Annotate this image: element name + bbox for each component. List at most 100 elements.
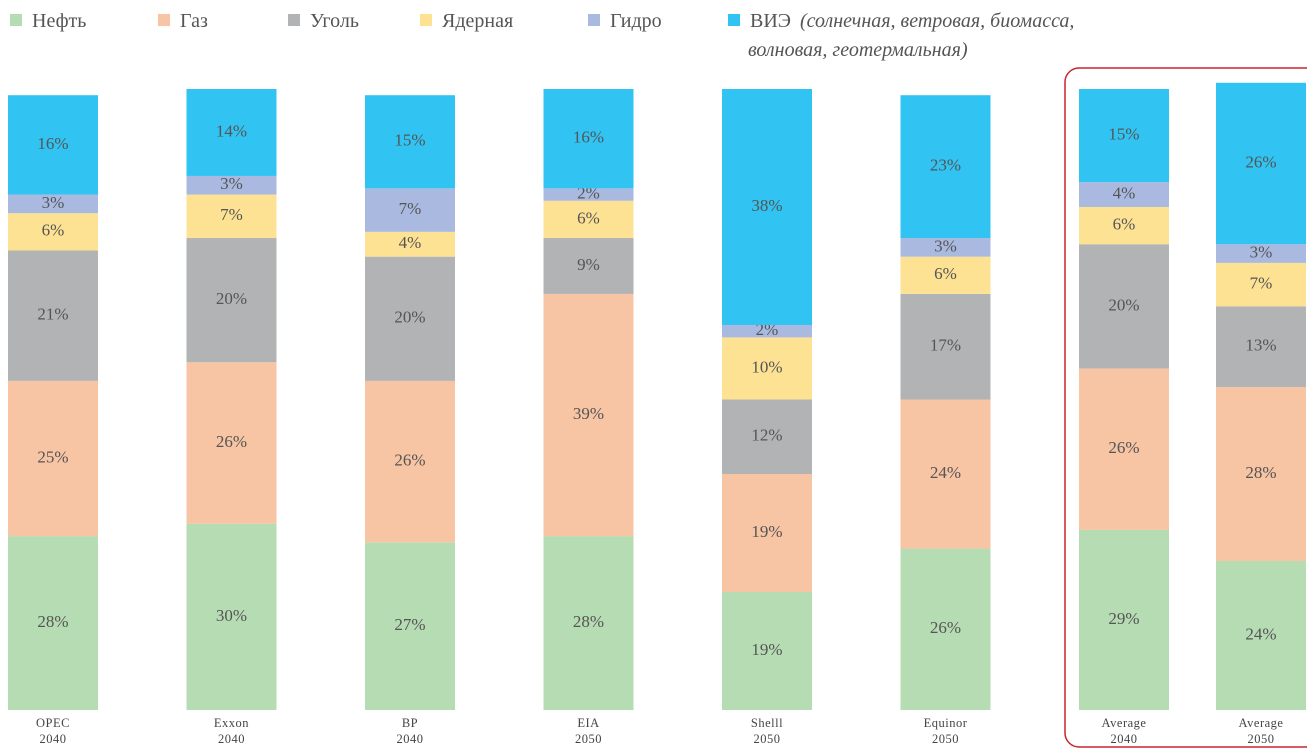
category-label: 2040: [40, 732, 67, 746]
legend-note: (солнечная, ветровая, биомасса,: [800, 10, 1074, 32]
value-label: 4%: [1113, 183, 1136, 202]
value-label: 27%: [394, 615, 425, 634]
bar-segment: [722, 324, 812, 338]
value-label: 28%: [37, 612, 68, 631]
category-label: 2050: [575, 732, 602, 746]
bar-segment: [1216, 262, 1306, 307]
value-label: 30%: [216, 606, 247, 625]
bar-segment: [722, 592, 812, 710]
value-label: 3%: [220, 174, 243, 193]
bar-segment: [543, 536, 634, 710]
bar-segment: [365, 542, 455, 710]
legend-label: Газ: [180, 10, 208, 32]
bar-segment: [900, 293, 991, 400]
bar-segment: [186, 362, 277, 524]
legend-label: Ядерная: [442, 10, 513, 32]
value-label: 19%: [751, 640, 782, 659]
bar-segment: [722, 89, 812, 325]
legend-swatch: [420, 14, 432, 26]
value-label: 15%: [394, 131, 425, 150]
value-label: 6%: [42, 221, 65, 240]
bar-segment: [1216, 306, 1306, 388]
category-label: Average: [1239, 716, 1284, 730]
legend-note: волновая, геотермальная): [748, 39, 968, 61]
bar-segment: [543, 238, 634, 294]
category-label: 2050: [754, 732, 781, 746]
category-label: EIA: [577, 716, 599, 730]
value-label: 26%: [216, 432, 247, 451]
bar-segment: [543, 200, 634, 239]
value-label: 23%: [930, 156, 961, 175]
value-label: 26%: [394, 451, 425, 470]
legend-label: Гидро: [610, 10, 662, 32]
value-label: 16%: [573, 128, 604, 147]
category-label: Average: [1102, 716, 1147, 730]
value-label: 12%: [751, 426, 782, 445]
value-label: 6%: [1113, 215, 1136, 234]
bar-segment: [1216, 82, 1306, 245]
value-label: 16%: [37, 134, 68, 153]
bar-segment: [365, 380, 455, 543]
bar-segment: [1216, 387, 1306, 561]
bar-segment: [186, 89, 277, 176]
value-label: 10%: [751, 357, 782, 376]
bar-segment: [1079, 182, 1169, 207]
category-label: BP: [402, 716, 418, 730]
value-label: 19%: [751, 522, 782, 541]
bar-segment: [8, 194, 98, 214]
bar-segment: [543, 89, 634, 189]
value-label: 28%: [573, 612, 604, 631]
value-label: 26%: [930, 618, 961, 637]
value-label: 26%: [1245, 152, 1276, 171]
value-label: 7%: [399, 199, 422, 218]
bar-segment: [722, 399, 812, 475]
value-label: 7%: [1250, 274, 1273, 293]
bar-segment: [8, 536, 98, 710]
value-label: 29%: [1108, 609, 1139, 628]
bar-segment: [365, 95, 455, 189]
category-label: Shelll: [751, 716, 783, 730]
legend-label: Нефть: [32, 10, 86, 32]
legend-swatch: [588, 14, 600, 26]
bar-segment: [8, 213, 98, 251]
legend-swatch: [10, 14, 22, 26]
legend-label: Уголь: [310, 10, 359, 32]
legend-swatch: [728, 14, 740, 26]
legend-swatch: [158, 14, 170, 26]
legend-swatch: [288, 14, 300, 26]
bar-segment: [543, 293, 634, 537]
bar-segment: [900, 95, 991, 239]
bar-segment: [900, 399, 991, 549]
category-label: 2050: [932, 732, 959, 746]
value-label: 26%: [1108, 438, 1139, 457]
bar-segment: [365, 188, 455, 232]
bar-segment: [1079, 206, 1169, 245]
bar-segment: [186, 523, 277, 710]
value-label: 25%: [37, 447, 68, 466]
value-label: 14%: [216, 121, 247, 140]
value-label: 3%: [42, 193, 65, 212]
bar-segment: [365, 231, 455, 257]
bar-segment: [543, 188, 634, 201]
category-label: Exxon: [214, 716, 249, 730]
value-label: 7%: [220, 205, 243, 224]
category-label: Equinor: [924, 716, 968, 730]
value-label: 24%: [930, 463, 961, 482]
value-label: 28%: [1245, 463, 1276, 482]
bar-segment: [900, 548, 991, 710]
legend-label: ВИЭ: [750, 10, 791, 32]
value-label: 17%: [930, 336, 961, 355]
value-label: 39%: [573, 404, 604, 423]
bar-segment: [900, 256, 991, 294]
bar-segment: [722, 337, 812, 400]
category-label: 2050: [1248, 732, 1275, 746]
category-label: 2040: [218, 732, 245, 746]
bar-segment: [8, 250, 98, 381]
value-label: 6%: [577, 208, 600, 227]
value-label: 21%: [37, 305, 68, 324]
value-label: 20%: [1108, 295, 1139, 314]
category-label: 2040: [397, 732, 424, 746]
bar-segment: [8, 95, 98, 195]
value-label: 3%: [1250, 242, 1273, 261]
